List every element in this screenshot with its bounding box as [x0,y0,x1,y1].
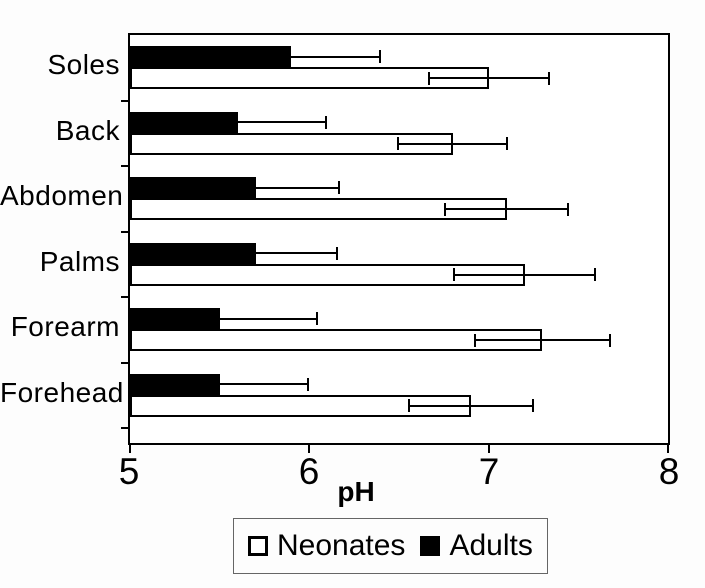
legend: Neonates Adults [233,518,548,574]
error-cap-minus-neonates-abdomen [443,202,446,216]
x-tick-label-8: 8 [658,451,680,492]
x-tick-label-6: 6 [298,451,320,492]
bar-adults-abdomen [130,177,256,198]
error-bar-adults-forearm [217,317,319,320]
bar-adults-back [130,111,238,133]
error-cap-minus-neonates-back [397,137,400,150]
error-bar-adults-abdomen [253,186,340,189]
error-bar-neonates-soles [427,77,550,79]
category-label-forearm: Forearm [10,311,120,342]
x-axis-tick [667,445,669,453]
y-axis-tick [121,361,130,364]
bar-adults-soles [130,46,292,67]
error-cap-plus-neonates-palms [594,268,597,281]
category-label-abdomen: Abdomen [0,180,124,211]
x-axis-tick [129,445,131,453]
category-label-soles: Soles [47,49,120,80]
bar-adults-forearm [130,308,220,329]
error-bar-neonates-palms [452,273,597,276]
error-cap-plus-neonates-forehead [531,399,534,412]
error-bar-adults-palms [253,252,339,254]
legend-item-adults: Adults [420,529,533,562]
neonates-swatch-icon [248,536,268,556]
error-bar-neonates-abdomen [443,208,570,210]
error-cap-plus-adults-back [325,115,328,129]
error-bar-adults-back [235,121,328,123]
error-cap-plus-neonates-soles [547,71,550,85]
category-label-forehead: Forehead [0,377,124,408]
legend-item-neonates: Neonates [248,530,405,562]
error-bar-adults-forehead [217,383,310,385]
category-label-back: Back [55,115,120,146]
error-cap-plus-neonates-forearm [608,333,611,347]
plot-area [121,33,670,445]
adults-swatch-icon [420,536,441,556]
category-label-palms: Palms [39,246,120,277]
bar-adults-palms [130,242,256,264]
x-axis-tick [308,445,311,453]
error-cap-plus-neonates-abdomen [567,202,570,216]
legend-label-neonates: Neonates [277,529,406,562]
error-cap-minus-neonates-soles [427,71,430,85]
error-cap-plus-adults-abdomen [337,181,340,194]
error-bar-neonates-back [397,142,509,145]
error-bar-neonates-forearm [474,339,611,341]
y-axis-tick [121,427,130,429]
y-axis-tick [121,99,130,102]
y-axis-tick [121,230,130,233]
x-tick-label-7: 7 [478,451,500,492]
error-cap-minus-neonates-forehead [407,399,410,412]
error-cap-plus-adults-forehead [307,377,310,391]
error-bar-adults-soles [289,55,382,58]
error-cap-plus-adults-palms [336,246,339,260]
error-cap-plus-neonates-back [506,137,509,150]
y-axis-tick [121,296,130,298]
error-bar-neonates-forehead [407,404,534,407]
error-cap-plus-adults-soles [379,50,382,63]
error-cap-plus-adults-forearm [316,312,319,325]
error-cap-minus-neonates-forearm [474,333,477,347]
y-axis-tick [121,165,130,167]
x-tick-label-5: 5 [118,451,140,492]
x-axis-tick [487,445,490,453]
bar-adults-forehead [130,373,220,395]
x-axis-title: pH [337,476,375,507]
error-cap-minus-neonates-palms [452,268,455,281]
legend-label-adults: Adults [449,529,533,562]
